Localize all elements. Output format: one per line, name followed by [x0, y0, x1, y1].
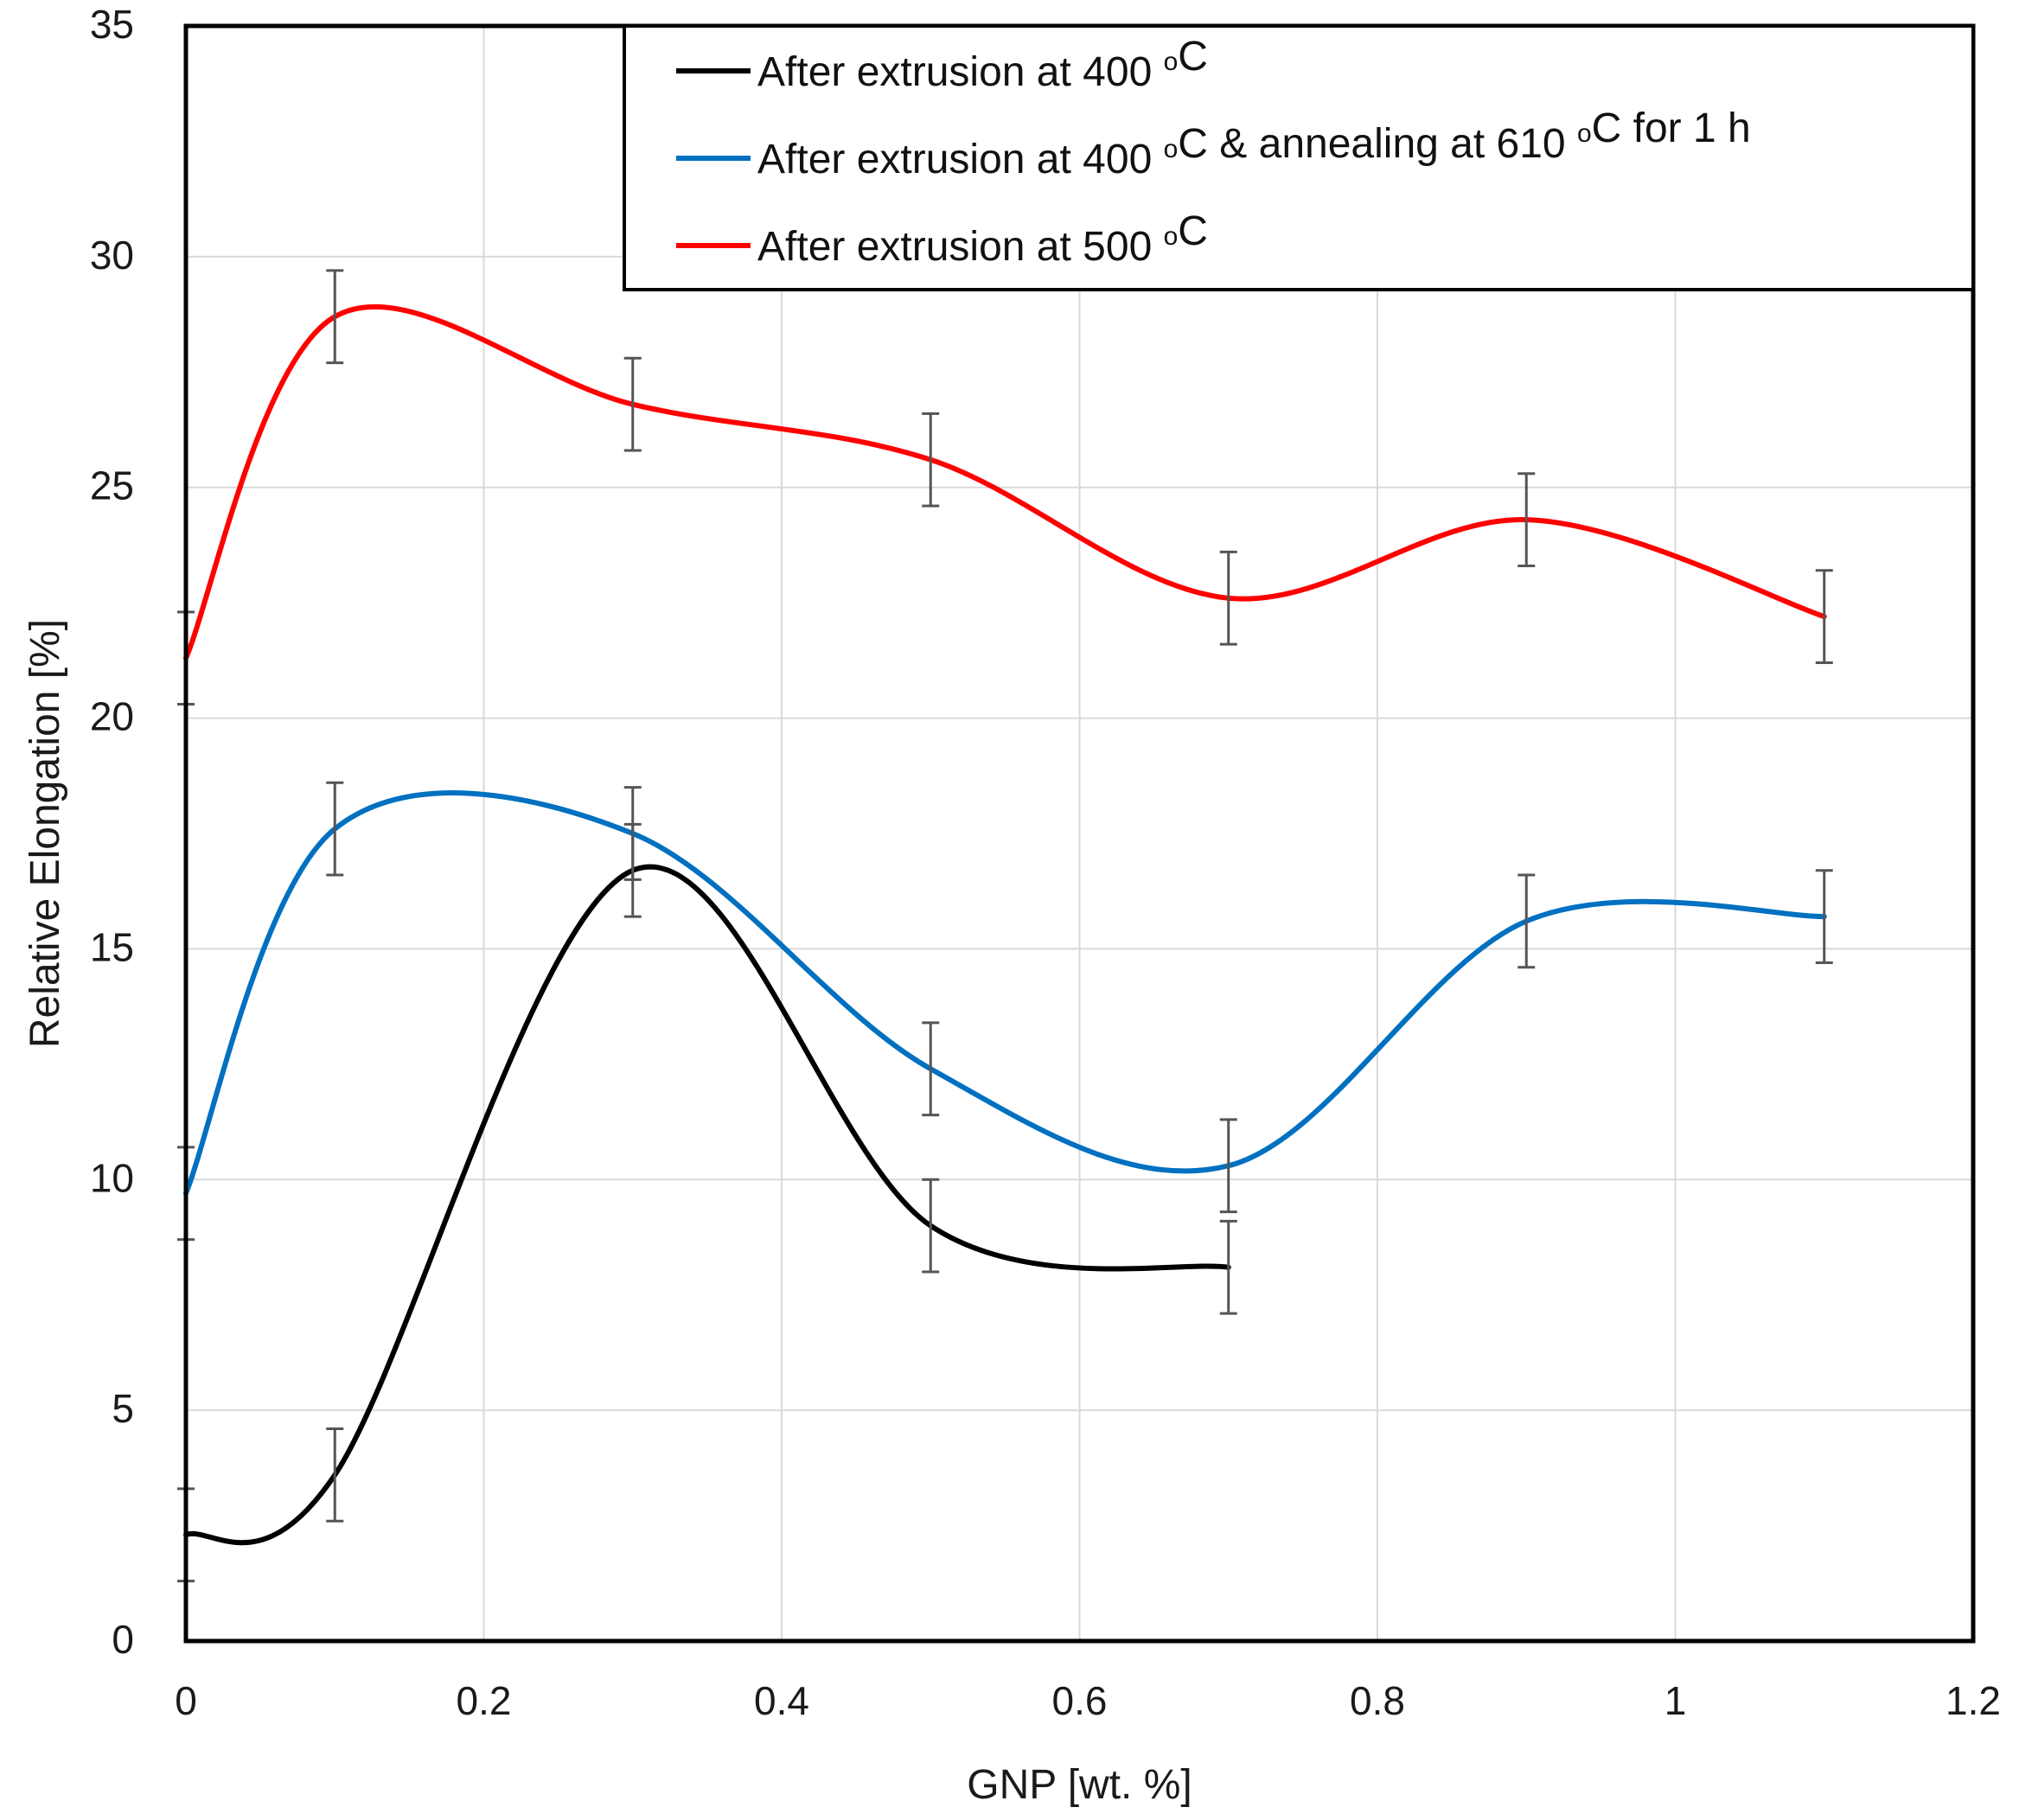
y-axis-ticks: 0 5 10 15 20 25 30 35: [90, 2, 134, 1662]
x-tick-label: 1.2: [1946, 1678, 2001, 1723]
x-tick-label: 0.6: [1052, 1678, 1108, 1723]
legend: After extrusion at 400 oC After extrusion…: [623, 24, 1975, 291]
x-tick-label: 0.8: [1350, 1678, 1405, 1723]
x-axis-ticks: 0 0.2 0.4 0.6 0.8 1 1.2: [175, 1678, 2001, 1723]
y-tick-label: 5: [112, 1386, 134, 1431]
legend-label: After extrusion at 400 oC & annealing at…: [757, 105, 1751, 182]
x-tick-label: 0.2: [457, 1678, 512, 1723]
series-group: [177, 269, 1833, 1583]
y-axis-title: Relative Elongation [%]: [22, 619, 68, 1048]
y-tick-label: 15: [90, 924, 134, 969]
y-tick-label: 20: [90, 694, 134, 739]
legend-item-1: After extrusion at 400 oC: [676, 34, 1208, 95]
x-tick-label: 0.4: [754, 1678, 809, 1723]
x-axis-title: GNP [wt. %]: [967, 1762, 1192, 1808]
y-tick-label: 35: [90, 2, 134, 47]
x-tick-label: 0: [175, 1678, 197, 1723]
y-tick-label: 0: [112, 1617, 134, 1662]
y-tick-label: 30: [90, 233, 134, 278]
legend-label: After extrusion at 500 oC: [757, 208, 1208, 270]
legend-box: [623, 24, 1975, 291]
legend-label: After extrusion at 400 oC: [757, 34, 1208, 95]
legend-item-3: After extrusion at 500 oC: [676, 208, 1208, 270]
x-tick-label: 1: [1664, 1678, 1687, 1723]
series-line: [183, 790, 1827, 1197]
y-tick-label: 25: [90, 463, 134, 508]
y-tick-label: 10: [90, 1155, 134, 1200]
legend-item-2: After extrusion at 400 oC & annealing at…: [676, 105, 1751, 182]
